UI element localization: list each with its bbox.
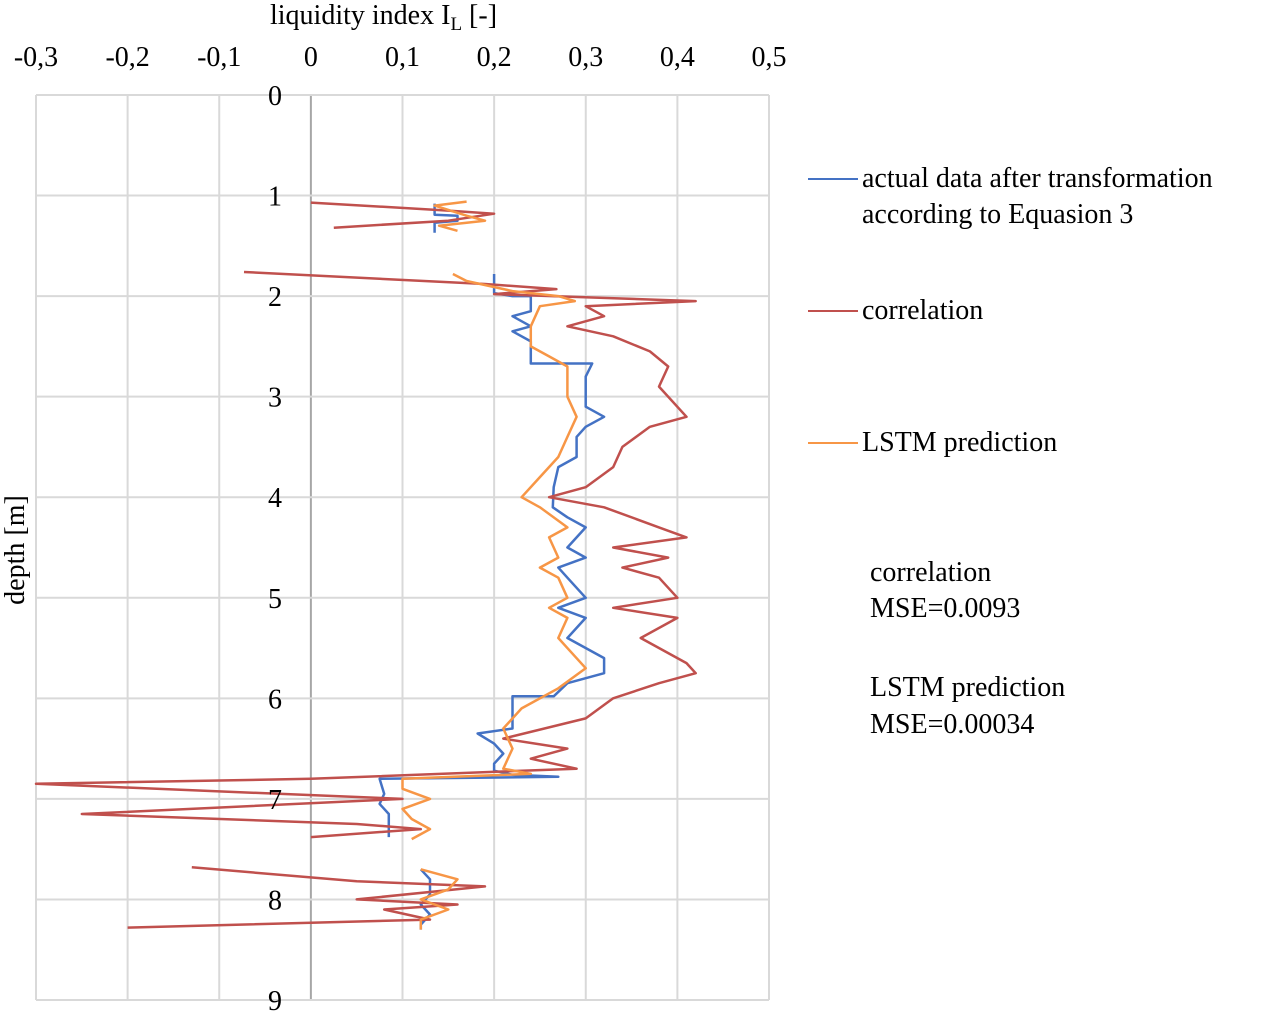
tick-labels: -0,3 -0,2 -0,1 0 0,1 0,2 0,3 0,4 0,5 0 1 2 3 4 5 6 7 8 9 [14,42,787,1013]
legend-swatch-actual [808,178,858,180]
x-tick-label: 0 [304,42,318,73]
x-tick-label: 0,4 [660,42,695,73]
y-tick-label: 1 [268,182,282,213]
y-tick-label: 5 [268,584,282,615]
legend-label-lstm: LSTM prediction [862,427,1058,458]
y-tick-label: 0 [268,81,282,112]
grid [35,94,770,1001]
y-tick-label: 3 [268,383,282,414]
x-tick-label: 0,2 [477,42,512,73]
series-lines [34,200,697,930]
legend-swatch-correlation [808,310,858,312]
x-tick-label: -0,1 [197,42,241,73]
series-line-lstm [433,200,487,233]
legend-label-correlation: correlation [862,295,984,326]
x-axis-title: liquidity index IL [-] [270,0,497,35]
y-axis-title: depth [m] [0,495,31,605]
y-tick-label: 8 [268,885,282,916]
legend-label-actual-line2: according to Equasion 3 [862,199,1134,230]
x-tick-label: -0,2 [105,42,149,73]
annotation-correlation-label: correlation [870,557,992,588]
x-tick-label: -0,3 [14,42,58,73]
legend-swatch-lstm [808,442,858,444]
series-line-lstm [419,868,459,930]
y-tick-label: 7 [268,785,282,816]
series-line-correlation [310,201,496,229]
y-tick-label: 2 [268,282,282,313]
y-tick-label: 4 [268,483,282,514]
annotation-lstm-label: LSTM prediction [870,672,1066,703]
y-tick-label: 6 [268,684,282,715]
annotation-lstm-mse: MSE=0.00034 [870,709,1035,740]
annotation-correlation-mse: MSE=0.0093 [870,593,1021,624]
legend-label-actual-line1: actual data after transformation [862,163,1213,194]
x-tick-label: 0,1 [385,42,420,73]
y-tick-label: 9 [268,986,282,1013]
series-line-actual [378,274,606,838]
x-tick-label: 0,3 [568,42,603,73]
series-line-correlation [34,270,697,839]
series-line-correlation [127,866,487,929]
series-line-lstm [401,272,587,841]
x-tick-label: 0,5 [752,42,787,73]
